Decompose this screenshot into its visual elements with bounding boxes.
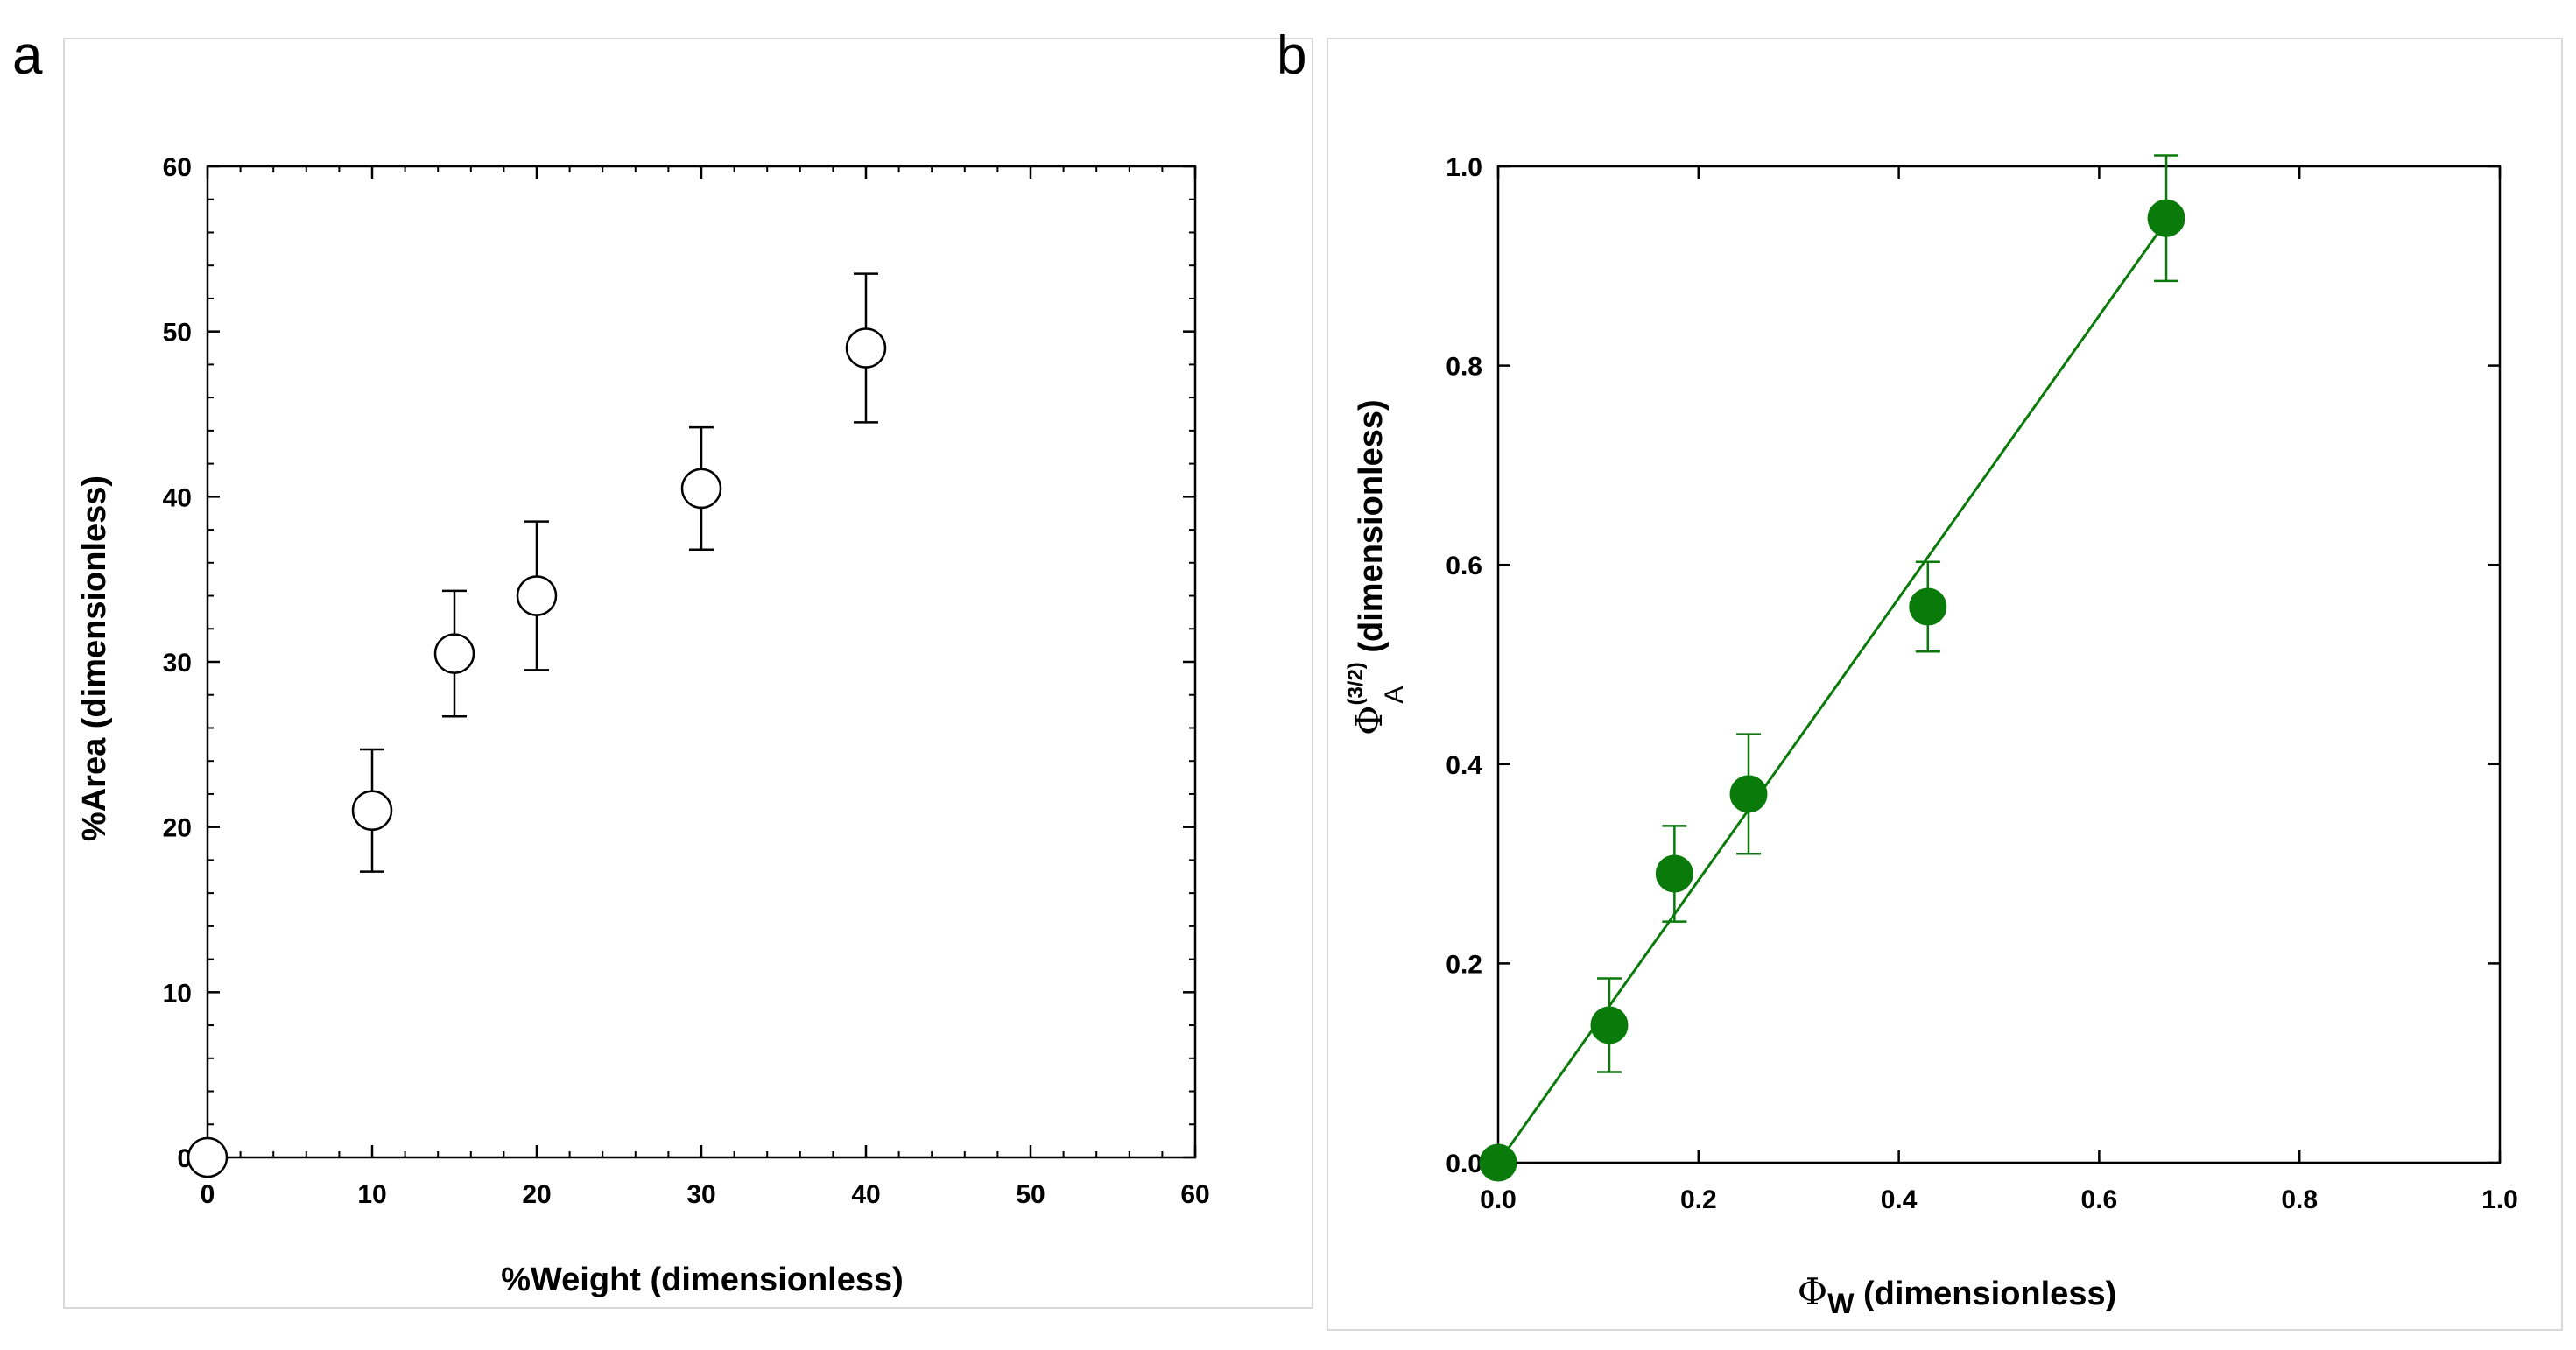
x-axis-rest-b: (dimensionless) (1854, 1276, 2116, 1312)
data-point (845, 327, 887, 369)
data-point (1479, 1143, 1517, 1182)
data-point (351, 790, 393, 832)
data-point (1729, 775, 1768, 813)
x-tick-label: 0.6 (2081, 1185, 2118, 1214)
y-axis-superscript-b: (3/2) (1344, 662, 1368, 705)
panel-a-frame (63, 38, 1313, 1309)
x-tick-label: 60 (1180, 1180, 1209, 1209)
panel-b-frame (1327, 38, 2563, 1331)
x-tick-label: 1.0 (2481, 1185, 2518, 1214)
x-tick-label: 50 (1016, 1180, 1045, 1209)
y-tick-label: 0.8 (1446, 353, 1482, 382)
y-tick-label: 1.0 (1446, 153, 1482, 182)
y-axis-title-a: %Area (dimensionless) (76, 475, 113, 841)
data-point (1655, 854, 1693, 893)
plot-frame (1496, 165, 2502, 1164)
data-point (1590, 1006, 1629, 1044)
y-tick-label: 30 (163, 649, 192, 678)
x-tick-label: 30 (686, 1180, 715, 1209)
y-axis-rest-b: (dimensionless) (1353, 399, 1390, 662)
y-axis-title-b: ΦA (3/2) (dimensionless) (1344, 399, 1409, 735)
x-tick-label: 0.4 (1881, 1185, 1918, 1214)
y-tick-label: 60 (163, 153, 192, 182)
panel-b-label: b (1277, 25, 1306, 86)
y-tick-label: 0.6 (1446, 552, 1482, 580)
y-tick-label: 40 (163, 483, 192, 512)
x-tick-label: 0.8 (2281, 1185, 2318, 1214)
svg-text:ΦA(3/2) (dimensionless): ΦA (3/2) (dimensionless) (1344, 399, 1409, 735)
y-tick-label: 0.0 (1446, 1150, 1482, 1178)
x-axis-subscript-b: W (1827, 1288, 1855, 1319)
data-point (680, 468, 722, 510)
data-point (2147, 199, 2185, 237)
x-tick-label: 0.2 (1680, 1185, 1717, 1214)
plot-b: 0.0 0.2 0.4 0.6 0.8 1.0 0.0 0.2 0.4 0.6 0.8 1.0 (1446, 153, 2518, 1214)
x-tick-label: 0.0 (1480, 1185, 1517, 1214)
y-tick-label: 50 (163, 319, 192, 348)
x-tick-label: 10 (357, 1180, 386, 1209)
panel-a-label: a (12, 25, 43, 86)
y-tick-label: 0.4 (1446, 751, 1482, 780)
data-point (433, 633, 475, 674)
y-tick-label: 20 (163, 814, 192, 843)
x-tick-label: 0 (201, 1180, 215, 1209)
x-axis-title-a: %Weight (dimensionless) (501, 1262, 904, 1298)
data-point (516, 575, 558, 616)
x-tick-label: 40 (851, 1180, 880, 1209)
data-point (187, 1136, 229, 1178)
x-axis-title-b: ΦW (dimensionless) (1798, 1270, 2116, 1319)
x-tick-label: 20 (522, 1180, 551, 1209)
y-tick-label: 0.2 (1446, 950, 1482, 979)
y-tick-label: 10 (163, 979, 192, 1008)
x-axis-symbol-b: Φ (1798, 1270, 1827, 1313)
data-point (1909, 587, 1947, 626)
y-axis-subscript-b: A (1380, 686, 1409, 704)
y-axis-symbol-b: Φ (1348, 706, 1390, 735)
